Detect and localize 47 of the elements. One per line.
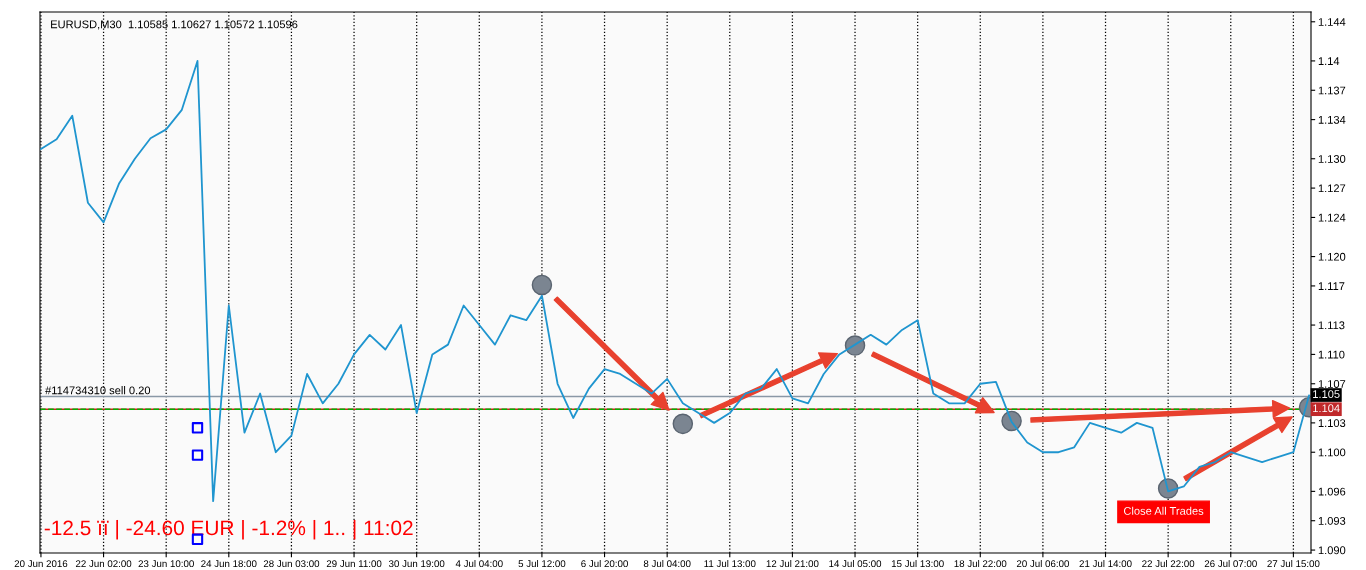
y-tick-label: 1.117 — [1318, 282, 1345, 290]
x-tick-label: 22 Jun 02:00 — [75, 560, 132, 568]
y-tick-label: 1.113 — [1318, 321, 1345, 330]
x-tick-label: 26 Jul 07:00 — [1204, 559, 1257, 568]
ref-line-label: 1.104 — [1313, 404, 1340, 413]
x-tick-label: 28 Jun 03:00 — [263, 560, 320, 568]
y-tick-label: 1.127 — [1318, 184, 1346, 193]
x-tick-label: 15 Jul 13:00 — [891, 559, 944, 568]
y-tick-label: 1.137 — [1318, 86, 1346, 95]
y-tick-label: 1.130 — [1318, 155, 1346, 163]
text: 1.105 — [1313, 390, 1340, 399]
y-tick-label: 1.096 — [1318, 487, 1346, 496]
y-tick-label: 1.100 — [1318, 448, 1346, 457]
x-tick-label: 21 Jul 14:00 — [1079, 559, 1132, 568]
x-tick-label: 22 Jul 22:00 — [1142, 559, 1195, 568]
x-tick-label: 20 Jul 06:00 — [1016, 559, 1070, 568]
x-tick-label: 4 Jul 04:00 — [455, 559, 503, 568]
x-tick-label: 6 Jul 20:00 — [581, 559, 628, 568]
y-tick-label: 1.110 — [1318, 350, 1345, 359]
y-tick-label: 1.090 — [1318, 546, 1346, 555]
y-tick-label: 1.144 — [1318, 18, 1346, 26]
annotation: EURUSD,M30 1.10585 1.10627 1.10572 1.10596 — [51, 20, 298, 30]
x-tick-label: 27 Jul 15:00 — [1267, 559, 1320, 568]
y-tick-label: 1.107 — [1318, 380, 1346, 388]
point — [191, 449, 204, 461]
y-tick-label: 1.124 — [1318, 213, 1346, 222]
y-tick-label: 1.093 — [1318, 516, 1346, 525]
x-tick-label: 11 Jul 13:00 — [704, 559, 756, 568]
ref-line-label: #114734310 sell 0.20 — [45, 386, 151, 395]
x-tick-label: 23 Jun 10:00 — [138, 560, 194, 568]
x-tick-label: 24 Jun 18:00 — [201, 560, 257, 568]
x-tick-label: 5 Jul 12:00 — [518, 559, 566, 568]
point — [191, 422, 204, 434]
x-tick-label: 12 Jul 21:00 — [766, 559, 819, 568]
point — [531, 274, 553, 296]
annotation: Close All Trades — [1123, 506, 1204, 515]
x-tick-label: 29 Jun 11:00 — [326, 560, 382, 568]
y-tick-label: 1.134 — [1318, 115, 1346, 124]
x-tick-label: 14 Jul 05:00 — [829, 559, 882, 568]
x-tick-label: 30 Jun 19:00 — [388, 560, 445, 568]
x-tick-label: 20 Jun 2016 — [14, 560, 68, 568]
y-tick-label: 1.120 — [1318, 252, 1346, 261]
x-tick-label: 18 Jul 22:00 — [954, 559, 1007, 568]
x-tick-label: 8 Jul 04:00 — [643, 559, 691, 568]
y-tick-label: 1.103 — [1318, 419, 1346, 428]
y-tick-label: 1.14 — [1318, 57, 1340, 65]
point — [672, 413, 694, 435]
